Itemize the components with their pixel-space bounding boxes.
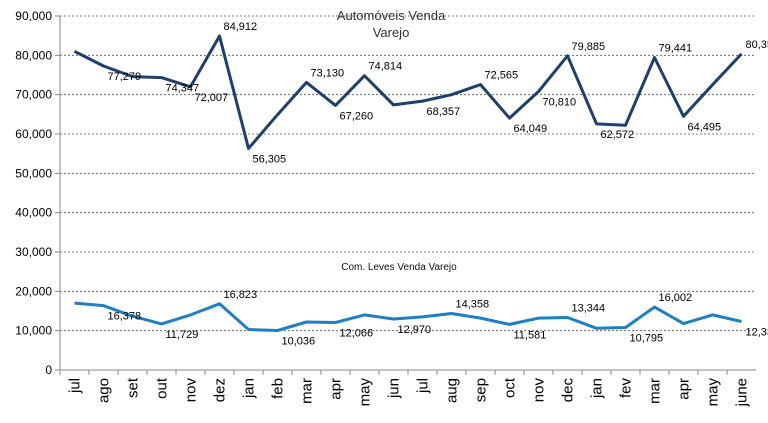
series-lines: [73, 34, 743, 332]
series-2-data-label: 11,729: [166, 329, 199, 341]
series-1-data-label: 73,130: [311, 67, 345, 79]
x-tick-label: nov: [531, 378, 548, 403]
series-2-data-label: 12,066: [340, 328, 374, 340]
series-1-data-label: 74,814: [369, 61, 403, 73]
x-tick-label: mar: [299, 378, 316, 404]
series-2-data-label: 14,358: [456, 299, 490, 311]
y-tick-label: 30,000: [15, 245, 52, 259]
x-tick-label: june: [734, 378, 751, 407]
x-tick-label: nov: [183, 378, 200, 403]
series-2-title: Com. Leves Venda Varejo: [341, 262, 457, 273]
series-1-data-label: 74,347: [166, 83, 200, 95]
x-tick-label: ago: [96, 378, 113, 403]
x-tick-label: jul: [415, 378, 432, 394]
x-tick-label: feb: [270, 378, 287, 399]
series-2-data-label: 16,823: [224, 289, 258, 301]
series-1-data-label: 64,495: [688, 121, 722, 133]
axes: [59, 16, 756, 371]
x-tick-label: apr: [676, 378, 693, 400]
x-tick-label: oct: [502, 377, 519, 398]
x-tick-label: mar: [647, 378, 664, 404]
x-tick-label: dec: [560, 378, 577, 403]
x-tick-label: aug: [444, 378, 461, 403]
y-tick-label: 10,000: [15, 324, 52, 338]
x-tick-label: may: [705, 378, 722, 407]
series-2-data-label: 13,344: [572, 303, 606, 315]
y-tick-label: 40,000: [15, 206, 52, 220]
series-2-line: [74, 301, 742, 332]
series-1-data-label: 68,357: [427, 106, 461, 118]
series-1-line: [73, 34, 743, 150]
x-tick-label: jun: [386, 378, 403, 399]
y-tick-label: 20,000: [15, 284, 52, 298]
x-tick-label: jan: [589, 378, 606, 399]
series-2-data-label: 16,378: [108, 311, 142, 323]
y-tick-label: 70,000: [15, 88, 52, 102]
series-1-data-label: 64,049: [514, 123, 548, 135]
series-1-data-label: 72,007: [195, 92, 229, 104]
series-1-data-label: 79,885: [572, 41, 606, 53]
series-1-data-label: 70,810: [543, 96, 577, 108]
series-1-data-label: 67,260: [340, 110, 374, 122]
series-1-title-line-2: Varejo: [373, 25, 410, 40]
series-1-data-label: 72,565: [485, 70, 519, 82]
series-1-data-label: 62,572: [601, 129, 635, 141]
x-tick-label: dez: [212, 378, 229, 402]
series-2-data-label: 12,970: [398, 324, 432, 336]
series-2-data-label: 16,002: [659, 292, 693, 304]
x-tick-label: fev: [618, 378, 635, 399]
x-tick-label: set: [125, 377, 142, 398]
series-2-data-label: 12,333: [746, 326, 768, 338]
x-tick-label: may: [357, 378, 374, 407]
series-1-data-label: 77,279: [108, 71, 142, 83]
x-tick-label: jan: [241, 378, 258, 399]
series-2-data-label: 10,795: [630, 333, 664, 345]
x-tick-label: sep: [473, 378, 490, 402]
gridlines: [60, 15, 756, 332]
y-axis-ticks: 0 10,000 20,000 30,000 40,000 50,000 60,000 70,…: [15, 9, 60, 377]
y-tick-label: 90,000: [15, 9, 52, 23]
y-tick-label: 60,000: [15, 127, 52, 141]
y-tick-label: 0: [45, 363, 52, 377]
x-tick-label: apr: [328, 378, 345, 400]
series-1-data-label: 79,441: [659, 43, 693, 55]
series-2-data-label: 10,036: [282, 336, 316, 348]
series-1-title-line-1: Automóveis Venda: [337, 8, 446, 23]
x-tick-label: out: [154, 377, 171, 399]
series-2-data-label: 11,581: [514, 329, 547, 341]
x-axis-ticks: jul ago set out nov dez jan feb mar apr may jun jul a…: [59, 370, 751, 407]
y-tick-label: 80,000: [15, 48, 52, 62]
series-1-data-label: 84,912: [224, 21, 258, 33]
y-tick-label: 50,000: [15, 166, 52, 180]
series-1-data-label: 80,353: [746, 39, 768, 51]
x-tick-label: jul: [67, 378, 84, 394]
series-1-data-label: 56,305: [253, 154, 287, 166]
